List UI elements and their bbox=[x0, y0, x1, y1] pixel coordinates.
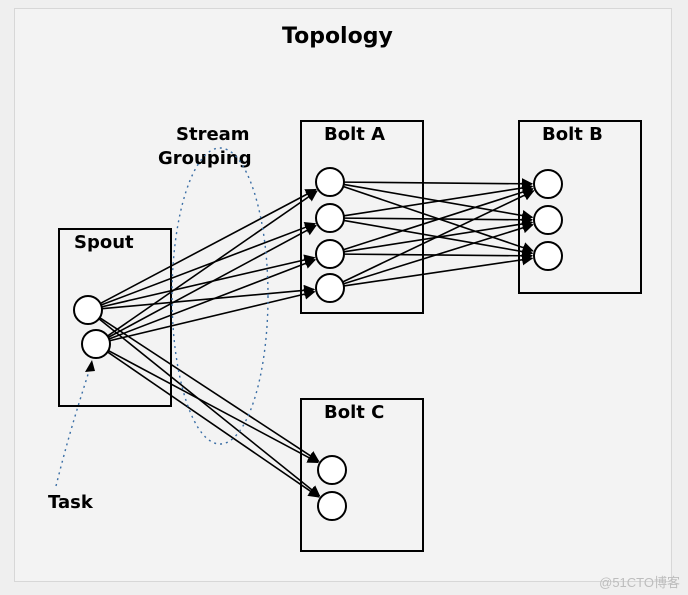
task-node bbox=[82, 330, 110, 358]
task-node bbox=[534, 242, 562, 270]
stream-edge bbox=[344, 186, 532, 215]
stream-edge bbox=[108, 351, 318, 463]
stream-edge bbox=[344, 258, 532, 286]
watermark: @51CTO博客 bbox=[599, 572, 680, 591]
stream-edge bbox=[343, 191, 534, 282]
stream-edge bbox=[108, 226, 316, 338]
task-node bbox=[318, 492, 346, 520]
task-node bbox=[316, 240, 344, 268]
diagram-canvas: Topology Stream Grouping Task Spout Bolt… bbox=[0, 0, 688, 595]
task-node bbox=[316, 204, 344, 232]
stream-edge bbox=[100, 189, 315, 303]
task-node bbox=[316, 168, 344, 196]
stream-edge bbox=[344, 182, 532, 184]
task-node bbox=[534, 170, 562, 198]
task-node bbox=[316, 274, 344, 302]
task-annotation-path bbox=[56, 368, 90, 486]
diagram-svg bbox=[0, 0, 688, 595]
task-node bbox=[74, 296, 102, 324]
stream-edge bbox=[100, 318, 319, 462]
task-node bbox=[318, 456, 346, 484]
stream-edge bbox=[99, 319, 320, 496]
stream-edge bbox=[108, 352, 319, 497]
task-annotation-arrowhead bbox=[85, 360, 95, 372]
task-node bbox=[534, 206, 562, 234]
